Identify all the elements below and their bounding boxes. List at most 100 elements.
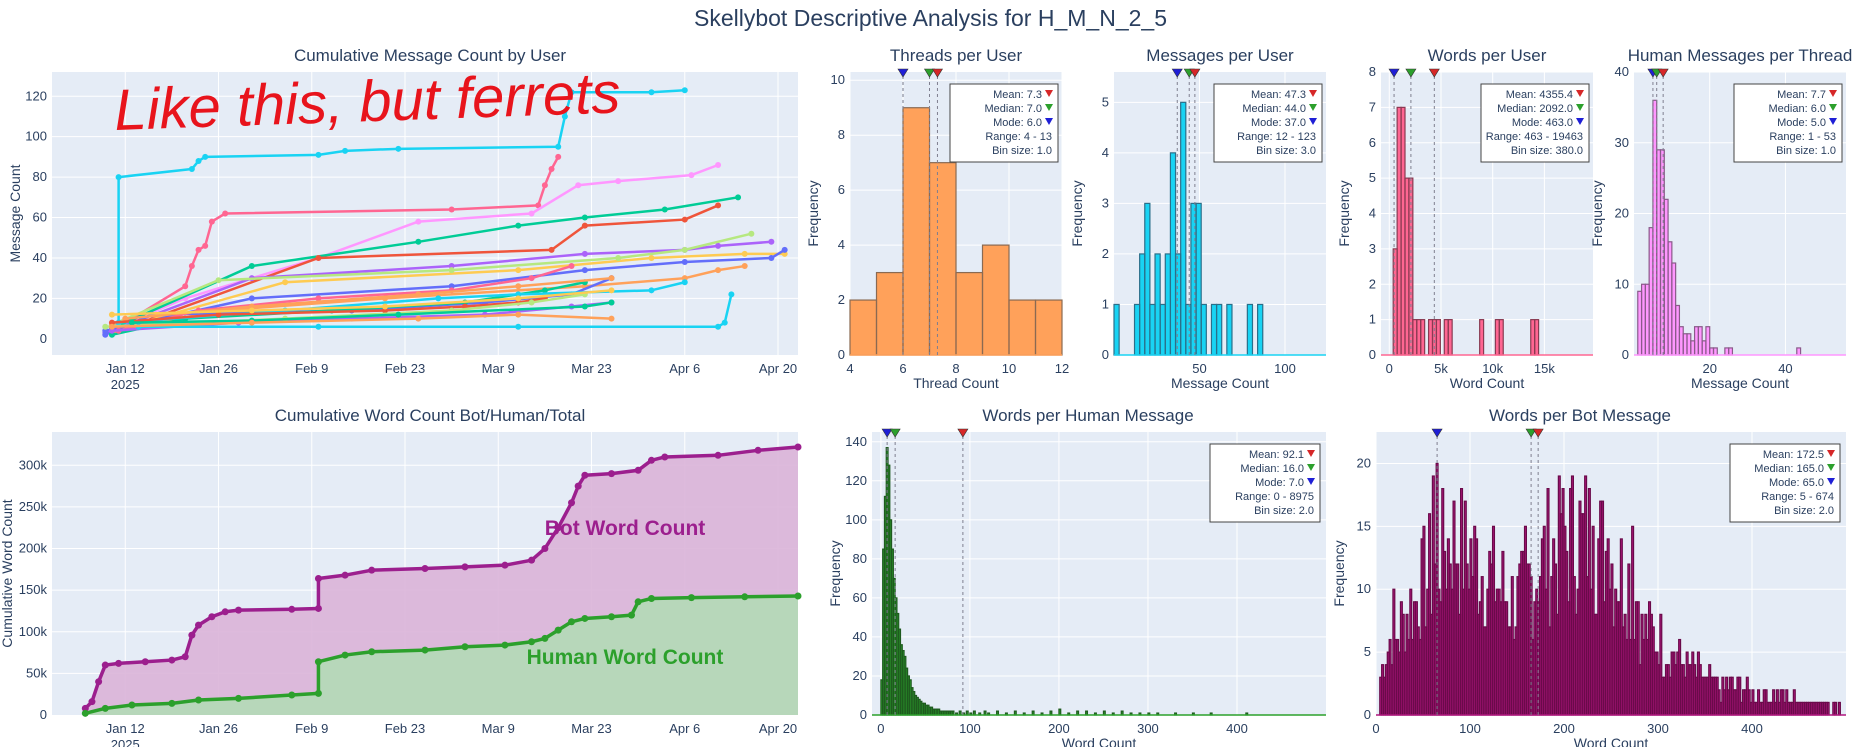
area-point <box>661 453 669 461</box>
x-tick-label: 50 <box>1192 361 1206 376</box>
median-legend-marker <box>1576 104 1584 111</box>
median-legend-marker <box>1829 104 1837 111</box>
mean-legend-marker <box>1827 450 1835 457</box>
area-point <box>141 658 149 666</box>
user-series-line <box>111 297 546 324</box>
y-tick-label: 0 <box>838 347 845 362</box>
user-series-point <box>248 295 255 302</box>
y-axis-label: Frequency <box>1336 180 1352 246</box>
x-axis-label: Message Count <box>1171 375 1269 391</box>
user-series-point <box>681 279 688 286</box>
y-tick-label: 80 <box>33 169 47 184</box>
user-series-point <box>715 202 722 209</box>
x-tick-label: Apr 20 <box>759 361 797 376</box>
y-tick-label: 150k <box>19 582 48 597</box>
user-series-point <box>102 331 109 338</box>
y-tick-label: 140 <box>845 434 867 449</box>
user-series-point <box>648 254 655 261</box>
median-marker <box>1525 428 1537 438</box>
y-tick-label: 4 <box>1369 206 1376 221</box>
y-tick-label: 40 <box>853 629 867 644</box>
x-tick-label: 100 <box>1274 361 1296 376</box>
user-series-point <box>528 299 535 306</box>
chart-human-msgs: Human Messages per Thread Message Count Fr… <box>1589 46 1852 391</box>
stats-text: Mode: 6.0 <box>993 117 1042 129</box>
user-series-line <box>111 88 685 328</box>
y-tick-label: 80 <box>853 551 867 566</box>
x-tick-label: 4 <box>846 361 853 376</box>
y-tick-label: 0 <box>40 707 47 722</box>
mode-legend-marker <box>1827 478 1835 485</box>
y-tick-label: 0 <box>860 707 867 722</box>
user-series-point <box>248 319 255 326</box>
mean-legend-marker <box>1829 90 1837 97</box>
x-tick-label: 100 <box>1459 721 1481 736</box>
user-series-point <box>515 283 522 290</box>
user-series-point <box>735 194 742 201</box>
x-axis-label: Message Count <box>1691 375 1789 391</box>
user-series-point <box>568 263 575 270</box>
user-series-point <box>435 295 442 302</box>
chart-title: Words per Bot Message <box>1489 406 1671 425</box>
y-tick-label: 120 <box>845 473 867 488</box>
human-series-label: Human Word Count <box>527 646 724 669</box>
y-tick-label: 20 <box>1357 455 1371 470</box>
median-marker <box>1405 68 1417 78</box>
area-line <box>84 445 799 710</box>
user-series-point <box>202 153 209 160</box>
y-tick-label: 5 <box>1102 94 1109 109</box>
area-point <box>634 466 642 474</box>
user-series-point <box>448 206 455 213</box>
x-tick-label: Mar 9 <box>482 361 515 376</box>
histogram-fill <box>1114 102 1325 355</box>
user-series-point <box>182 283 189 290</box>
y-tick-label: 200k <box>19 541 48 556</box>
y-axis-label: Frequency <box>805 180 821 246</box>
area-point <box>314 604 322 612</box>
user-series-point <box>548 166 555 173</box>
user-series-point <box>728 291 735 298</box>
user-series-point <box>102 323 109 330</box>
user-series-point <box>195 246 202 253</box>
user-series-point <box>188 263 195 270</box>
area-point <box>741 593 749 601</box>
stats-box <box>1209 443 1321 523</box>
stats-text: Range: 4 - 13 <box>985 131 1052 143</box>
area-point <box>368 648 376 656</box>
area-point <box>368 566 376 574</box>
stats-text: Mean: 92.1 <box>1249 449 1304 461</box>
main-title: Skellybot Descriptive Analysis for H_M_N… <box>694 5 1167 31</box>
user-series-point <box>681 246 688 253</box>
y-tick-label: 2 <box>838 292 845 307</box>
user-series-point <box>195 157 202 164</box>
user-series-point <box>615 178 622 185</box>
stats-text: Median: 2092.0 <box>1497 103 1573 115</box>
stats-text: Median: 16.0 <box>1240 463 1304 475</box>
x-tick-label: 0 <box>877 721 884 736</box>
mode-legend-marker <box>1829 118 1837 125</box>
user-series-point <box>648 89 655 96</box>
user-series-point <box>122 315 129 322</box>
stats-text: Mode: 463.0 <box>1512 117 1573 129</box>
stats-text: Mean: 47.3 <box>1251 89 1306 101</box>
y-tick-label: 4 <box>1102 145 1109 160</box>
median-marker <box>889 428 901 438</box>
user-series-point <box>681 259 688 266</box>
x-tick-label: 300 <box>1647 721 1669 736</box>
user-series-point <box>415 218 422 225</box>
x-axis-label: Word Count <box>1450 375 1525 391</box>
user-series-point <box>561 113 568 120</box>
area-point <box>195 621 203 629</box>
area-point <box>461 643 469 651</box>
area-point <box>501 641 509 649</box>
y-tick-label: 6 <box>838 182 845 197</box>
stats-text: Range: 463 - 19463 <box>1486 131 1583 143</box>
x-tick-label: 400 <box>1226 721 1248 736</box>
x-tick-label: 100 <box>959 721 981 736</box>
mode-legend-marker <box>1576 118 1584 125</box>
user-series-point <box>648 287 655 294</box>
user-series-point <box>541 182 548 189</box>
user-series-point <box>555 153 562 160</box>
user-series-point <box>741 250 748 257</box>
x-tick-label: Jan 26 <box>199 361 238 376</box>
